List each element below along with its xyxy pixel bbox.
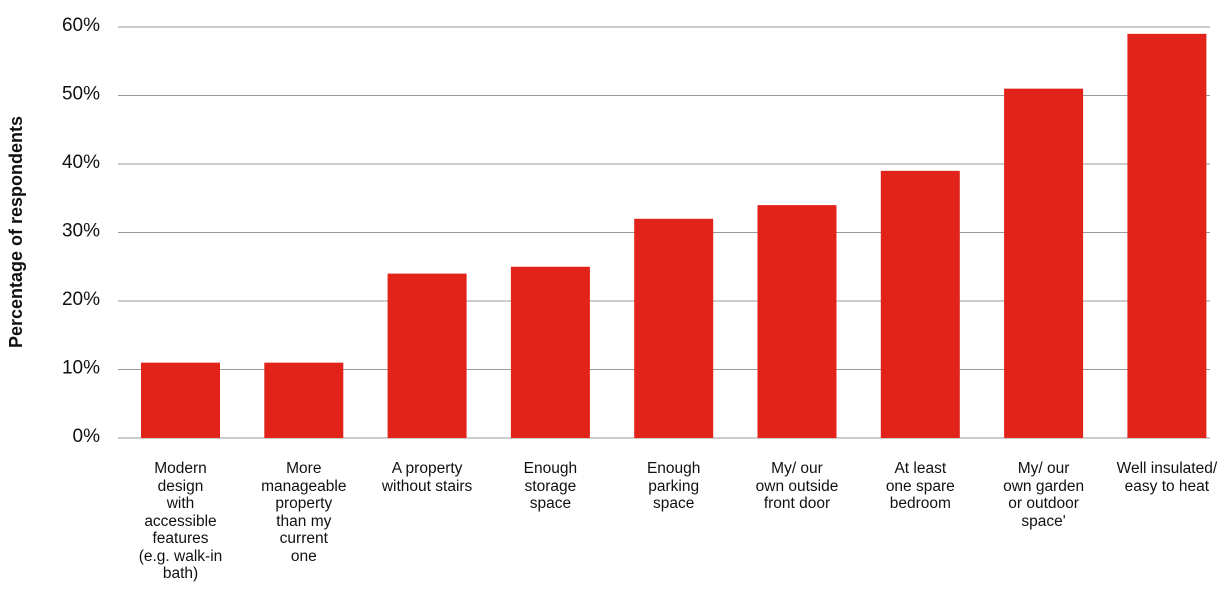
bars (141, 33, 1207, 439)
bar (880, 170, 960, 438)
bar (510, 266, 590, 438)
y-tick-label: 0% (73, 426, 101, 447)
bar (757, 205, 837, 438)
bar (1127, 33, 1207, 438)
bar (264, 362, 344, 438)
y-axis-label: Percentage of respondents (6, 116, 26, 348)
bar (387, 273, 467, 438)
y-tick-label: 20% (62, 289, 100, 310)
x-tick-label: Well insulated/ easy to heat (1116, 460, 1218, 495)
x-tick-label: Enough parking space (646, 460, 701, 512)
y-tick-label: 30% (62, 221, 100, 242)
y-tick-label: 10% (62, 358, 100, 379)
bar (634, 218, 714, 438)
y-tick-label: 50% (62, 84, 100, 105)
x-tick-label: My/ our own garden or outdoor space' (1003, 460, 1085, 530)
bar (1004, 88, 1084, 439)
x-tick-label: At least one spare bedroom (885, 460, 955, 512)
x-tick-label: Enough storage space (523, 460, 578, 512)
y-tick-label: 40% (62, 152, 100, 173)
x-tick-label: Modern design with accessible features (… (138, 460, 223, 582)
y-tick-label: 60% (62, 15, 100, 36)
y-axis-ticks: 0% 10% 20% 30% 40% 50% 60% (62, 15, 100, 447)
x-tick-label: A property without stairs (381, 460, 473, 495)
x-tick-label: More manageable property than my current… (261, 460, 347, 565)
x-tick-label: My/ our own outside front door (755, 460, 839, 512)
bar (141, 362, 220, 438)
